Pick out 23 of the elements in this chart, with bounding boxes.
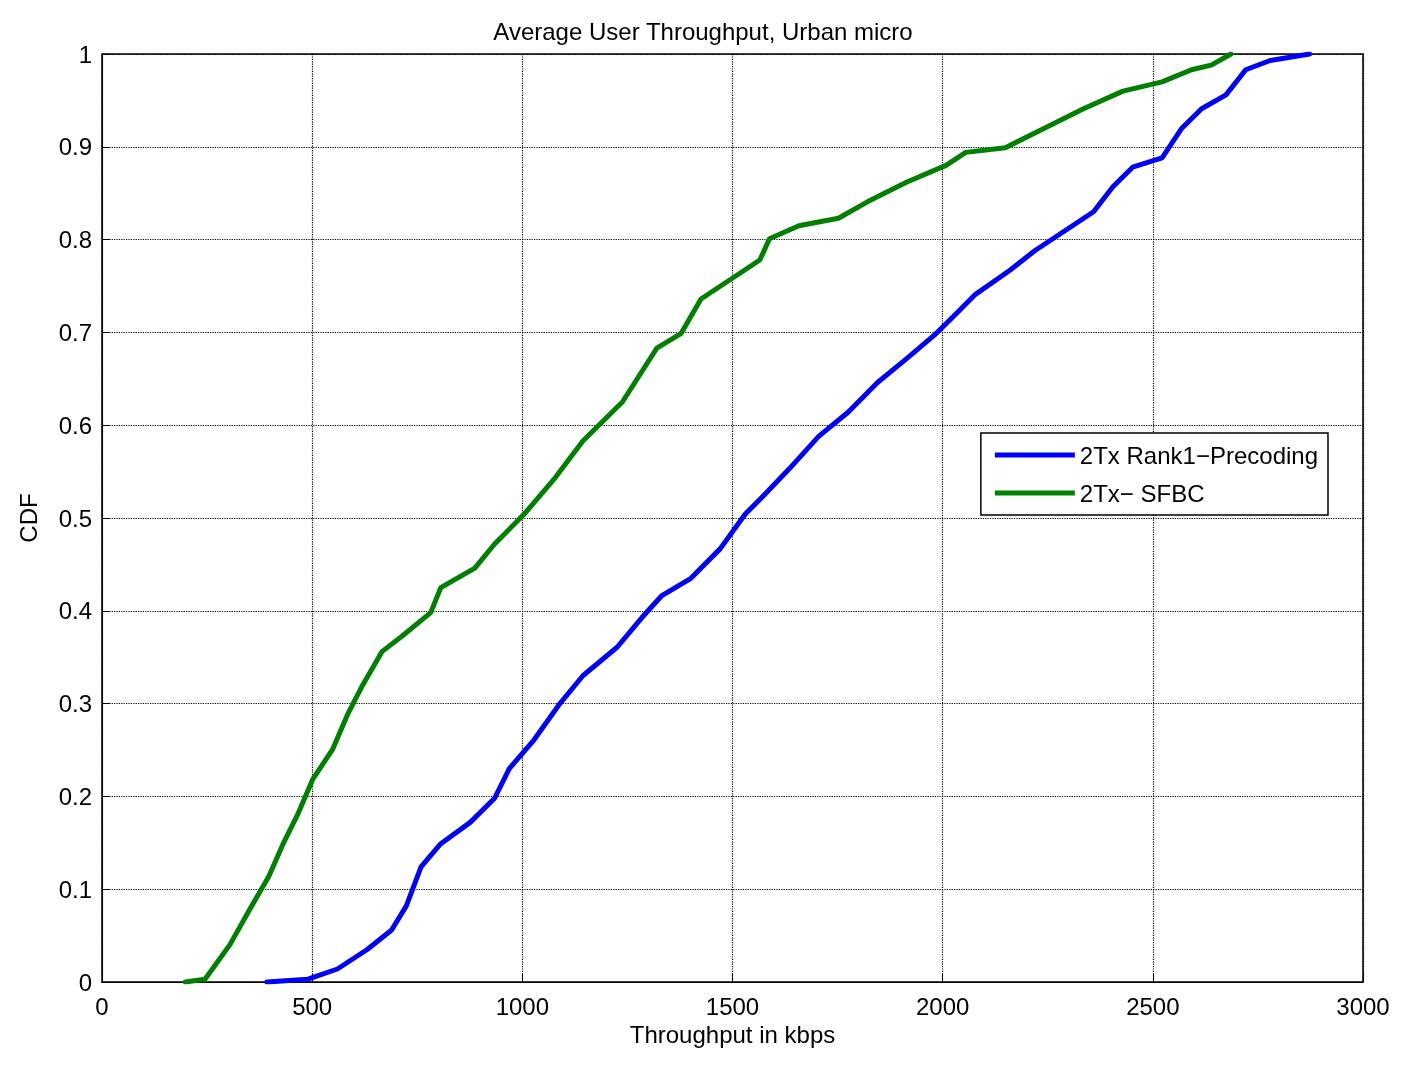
x-tick-label: 2500	[1126, 992, 1180, 1020]
x-tick-label: 500	[292, 992, 333, 1020]
x-tick-label: 0	[95, 992, 109, 1020]
x-tick-label: 1000	[495, 992, 550, 1020]
y-tick-label: 1	[78, 40, 92, 68]
y-axis-title: CDF	[14, 493, 42, 543]
y-tick-label: 0.6	[58, 411, 92, 439]
legend-label: 2Tx− SFBC	[1079, 479, 1205, 507]
y-tick-label: 0.1	[58, 875, 92, 903]
x-tick-label: 3000	[1336, 992, 1390, 1020]
y-tick-label: 0.2	[58, 782, 92, 810]
legend-label: 2Tx Rank1−Precoding	[1079, 441, 1318, 469]
x-tick-label: 2000	[915, 992, 970, 1020]
y-tick-label: 0	[78, 968, 92, 996]
x-axis-title: Throughput in kbps	[629, 1021, 836, 1049]
y-tick-label: 0.4	[58, 597, 92, 625]
y-tick-label: 0.9	[58, 133, 92, 161]
y-tick-label: 0.8	[58, 226, 92, 254]
chart-title: Average User Throughput, Urban micro	[493, 17, 913, 45]
y-tick-label: 0.7	[58, 318, 92, 346]
y-tick-label: 0.3	[58, 690, 92, 718]
x-tick-label: 1500	[705, 992, 760, 1020]
y-tick-label: 0.5	[58, 504, 92, 532]
